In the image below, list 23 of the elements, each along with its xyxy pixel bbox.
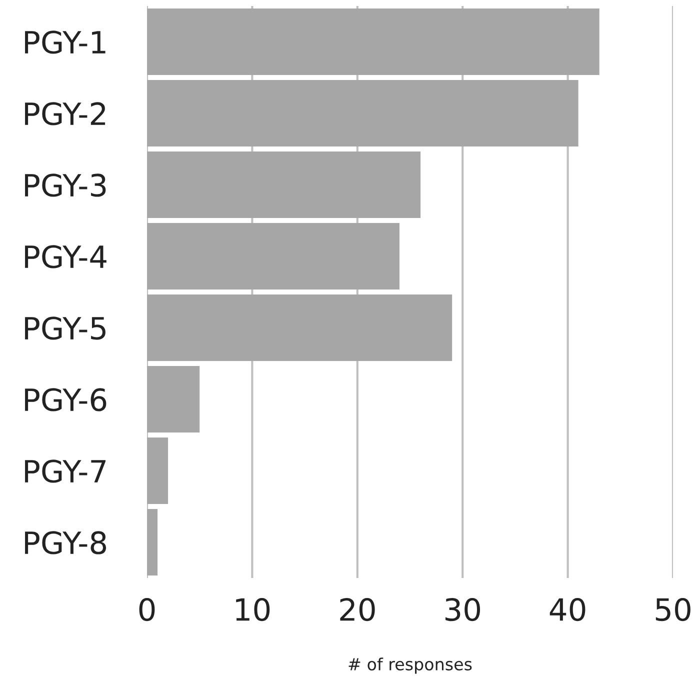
- bar: [147, 438, 168, 504]
- x-tick-label: 30: [445, 598, 480, 622]
- bar: [147, 509, 158, 576]
- bar: [147, 152, 421, 218]
- bar: [147, 223, 400, 290]
- x-tick-label: 20: [340, 598, 375, 622]
- x-tick-label: 50: [656, 598, 690, 622]
- bar: [147, 80, 578, 146]
- y-tick-label: PGY-1: [25, 30, 106, 54]
- y-tick-label: PGY-7: [25, 460, 106, 483]
- bar: [147, 366, 200, 432]
- x-tick-label: 0: [139, 598, 155, 622]
- y-tick-label: PGY-6: [25, 388, 106, 412]
- x-axis-title: # of responses: [348, 658, 472, 674]
- y-tick-label: PGY-8: [25, 531, 106, 554]
- x-tick-label: 40: [550, 598, 586, 622]
- y-tick-label: PGY-3: [25, 174, 106, 197]
- x-tick-label: 10: [236, 598, 270, 622]
- bar: [147, 294, 452, 361]
- bar: [147, 8, 600, 75]
- y-tick-label: PGY-5: [25, 316, 106, 340]
- y-tick-label: PGY-4: [25, 245, 106, 268]
- y-tick-label: PGY-2: [25, 102, 106, 126]
